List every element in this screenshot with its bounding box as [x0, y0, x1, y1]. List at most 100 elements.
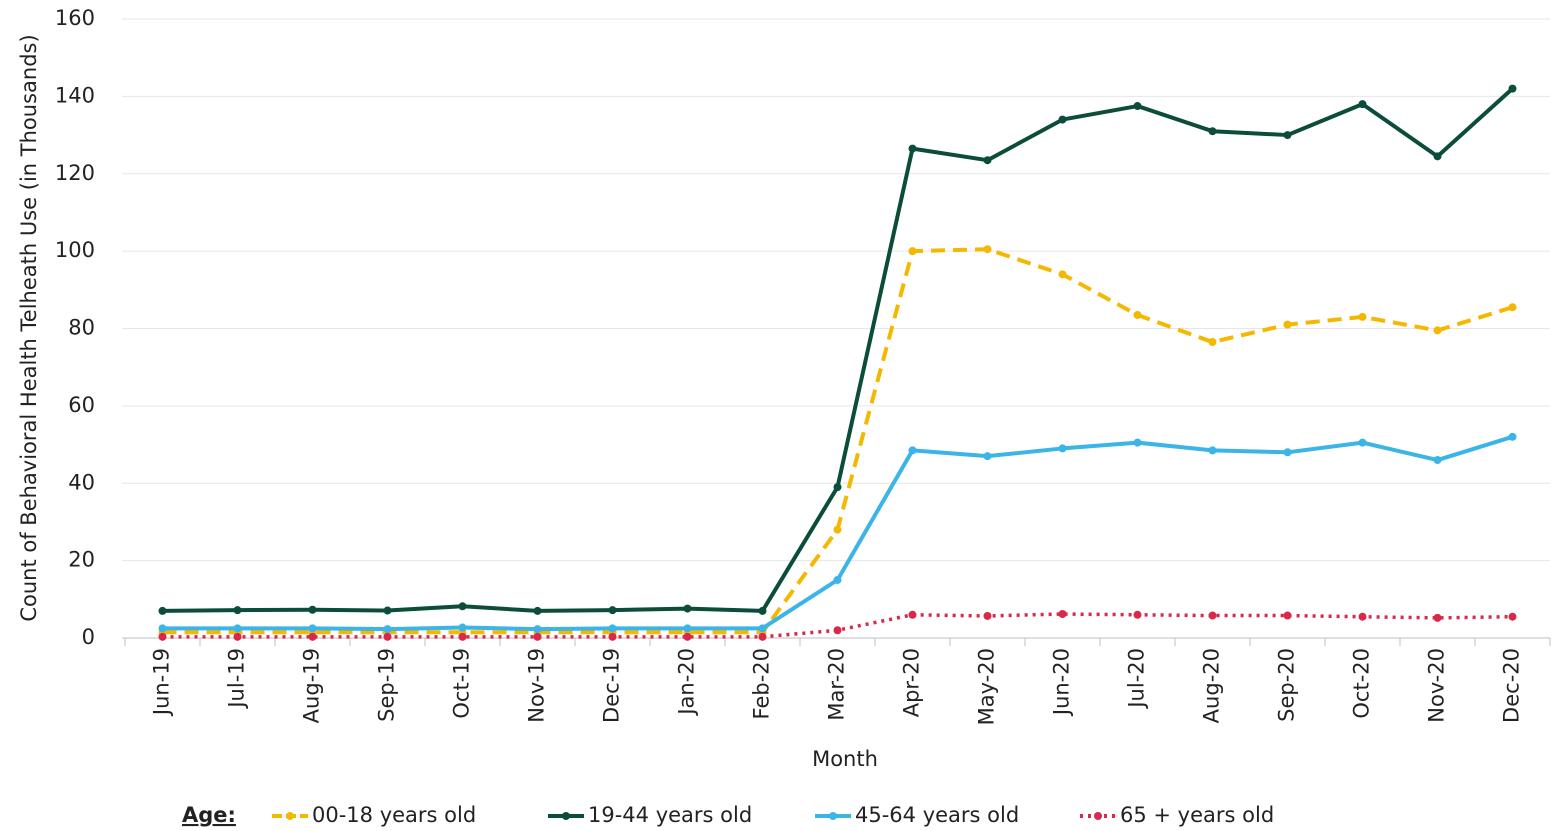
point: [833, 575, 842, 584]
point: [1508, 303, 1517, 312]
y-tick-label: 120: [55, 161, 95, 185]
x-tick-label: Sep-20: [1275, 648, 1299, 722]
point: [383, 632, 392, 641]
point: [1283, 320, 1292, 329]
point: [233, 606, 242, 615]
x-tick-label: Jul-19: [225, 648, 249, 710]
point: [458, 623, 467, 632]
point: [1058, 270, 1067, 279]
point: [158, 632, 167, 641]
point: [308, 632, 317, 641]
legend-label: 65 + years old: [1120, 803, 1274, 827]
point: [233, 632, 242, 641]
x-tick-label: Nov-19: [525, 648, 549, 723]
x-tick-label: Jun-20: [1050, 648, 1074, 717]
point: [533, 606, 542, 615]
y-axis-title: Count of Behavioral Health Telheath Use …: [17, 34, 41, 621]
point: [1208, 446, 1217, 455]
point: [908, 610, 917, 619]
point: [908, 247, 917, 256]
x-tick-label: Aug-19: [300, 648, 324, 723]
point: [1358, 312, 1367, 321]
point: [158, 624, 167, 633]
point: [1358, 100, 1367, 109]
point: [758, 606, 767, 615]
point: [983, 611, 992, 620]
point: [1433, 152, 1442, 161]
y-tick-label: 20: [68, 548, 95, 572]
y-tick-label: 160: [55, 6, 95, 30]
point: [908, 144, 917, 153]
point: [983, 452, 992, 461]
x-tick-label: Jan-20: [675, 648, 699, 717]
point: [1133, 102, 1142, 111]
point: [683, 632, 692, 641]
x-tick-label: Sep-19: [375, 648, 399, 722]
point: [1508, 432, 1517, 441]
x-tick-label: Mar-20: [825, 648, 849, 721]
point: [1133, 310, 1142, 319]
point: [1358, 438, 1367, 447]
x-tick-label: Aug-20: [1200, 648, 1224, 723]
legend-title: Age:: [182, 803, 236, 827]
x-tick-label: Oct-19: [450, 648, 474, 719]
x-tick-label: Apr-20: [900, 648, 924, 717]
legend-label: 19-44 years old: [588, 803, 752, 827]
y-tick-label: 140: [55, 83, 95, 107]
x-tick-label: Dec-20: [1500, 648, 1524, 723]
point: [1433, 456, 1442, 465]
point: [1358, 612, 1367, 621]
point: [1208, 611, 1217, 620]
y-tick-label: 0: [82, 625, 95, 649]
point: [458, 632, 467, 641]
point: [833, 483, 842, 492]
point: [533, 625, 542, 634]
legend-label: 45-64 years old: [855, 803, 1019, 827]
legend-marker: [562, 812, 570, 820]
x-tick-label: Nov-20: [1425, 648, 1449, 723]
point: [608, 606, 617, 615]
point: [233, 624, 242, 633]
point: [1433, 326, 1442, 335]
x-tick-label: May-20: [975, 648, 999, 725]
point: [683, 604, 692, 613]
point: [1133, 438, 1142, 447]
legend-marker: [829, 812, 837, 820]
x-tick-label: Oct-20: [1350, 648, 1374, 719]
y-tick-label: 60: [68, 393, 95, 417]
x-tick-label: Jun-19: [150, 648, 174, 717]
point: [1133, 610, 1142, 619]
legend-marker: [286, 812, 294, 820]
point: [1283, 131, 1292, 140]
point: [1508, 84, 1517, 93]
point: [833, 525, 842, 534]
legend-marker: [1094, 812, 1102, 820]
x-tick-label: Feb-20: [750, 648, 774, 719]
series-line: [162, 247, 1514, 635]
point: [758, 632, 767, 641]
point: [458, 602, 467, 611]
point: [1283, 611, 1292, 620]
point: [1208, 127, 1217, 136]
point: [158, 606, 167, 615]
point: [608, 632, 617, 641]
point: [983, 156, 992, 165]
y-tick-label: 100: [55, 238, 95, 262]
point: [833, 626, 842, 635]
point: [308, 605, 317, 614]
legend-label: 00-18 years old: [312, 803, 476, 827]
point: [1508, 612, 1517, 621]
y-tick-label: 80: [68, 316, 95, 340]
point: [1208, 338, 1217, 347]
x-axis-title: Month: [812, 747, 878, 771]
point: [308, 624, 317, 633]
point: [608, 624, 617, 633]
point: [1058, 444, 1067, 453]
point: [1283, 448, 1292, 457]
point: [1058, 115, 1067, 124]
point: [908, 446, 917, 455]
point: [383, 625, 392, 634]
x-tick-label: Jul-20: [1125, 648, 1149, 710]
